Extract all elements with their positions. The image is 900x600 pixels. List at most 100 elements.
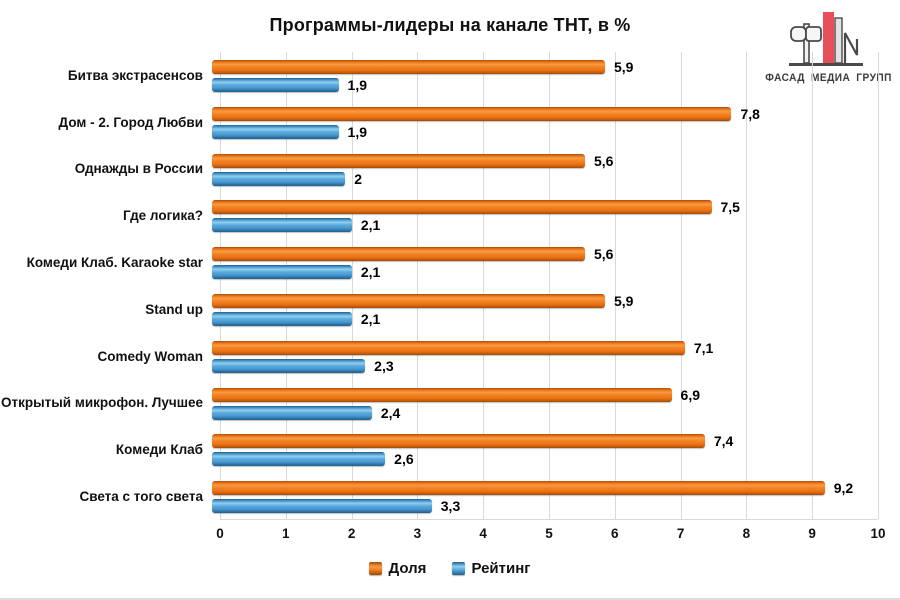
rating-bar: 2 xyxy=(212,171,362,187)
fasad-media-logo-icon xyxy=(789,12,863,66)
bar-value-label: 7,4 xyxy=(713,433,734,450)
x-tick-label: 0 xyxy=(216,526,224,541)
category-label: Комеди Клаб. Karaoke star xyxy=(26,255,203,271)
logo-text: ФАСАД МЕДИА ГРУПП xyxy=(765,72,892,84)
bar-value-label: 5,6 xyxy=(593,152,614,169)
company-logo: ФАСАД МЕДИА ГРУПП xyxy=(760,8,892,84)
bars-area: 7,1 2,3 xyxy=(212,333,878,380)
share-bar: 7,8 xyxy=(212,106,760,122)
category-row: Комеди Клаб 7,4 2,6 xyxy=(0,426,878,473)
bars-area: 5,9 2,1 xyxy=(212,286,878,333)
share-bar: 5,9 xyxy=(212,293,633,309)
bar-value-label: 2,1 xyxy=(360,217,381,234)
bar-value-label: 1,9 xyxy=(347,77,367,93)
bar-value-label: 5,9 xyxy=(613,59,634,75)
gridline xyxy=(680,52,682,519)
rating-bar: 1,9 xyxy=(212,124,367,140)
bar-value-label: 2,3 xyxy=(374,357,394,374)
category-row: Stand up 5,9 2,1 xyxy=(0,286,878,333)
gridline xyxy=(549,52,550,519)
category-row: Света с того света 9,2 3,3 xyxy=(0,473,878,520)
category-row: Однажды в России 5,6 2 xyxy=(0,146,878,193)
legend-item-rating: Рейтинг xyxy=(452,560,531,577)
share-bar: 5,6 xyxy=(212,246,613,262)
rating-bar: 2,1 xyxy=(212,264,380,280)
rating-bar: 2,6 xyxy=(212,451,414,467)
gridline xyxy=(417,52,419,519)
gridline xyxy=(614,52,616,519)
bar-value-label: 2,1 xyxy=(360,310,381,327)
legend-label-share: Доля xyxy=(388,560,427,577)
legend-label-rating: Рейтинг xyxy=(471,560,531,577)
gridline xyxy=(746,52,748,519)
category-label: Света с того света xyxy=(79,489,203,505)
category-label: Комеди Клаб xyxy=(115,442,203,458)
category-row: Где логика? 7,5 2,1 xyxy=(0,192,878,239)
bars-area: 7,8 1,9 xyxy=(212,99,878,146)
share-bar: 7,1 xyxy=(212,340,713,356)
share-bar: 5,9 xyxy=(212,59,633,75)
bar-value-label: 7,1 xyxy=(693,339,714,356)
bars-area: 5,6 2,1 xyxy=(212,239,878,286)
category-row: Comedy Woman 7,1 2,3 xyxy=(0,333,878,380)
legend: Доля Рейтинг xyxy=(0,560,900,577)
bar-value-label: 3,3 xyxy=(440,498,461,515)
bar-value-label: 2,6 xyxy=(394,451,414,468)
bar-chart: Битва экстрасенсов 5,9 1,9 Дом - 2. Город Л… xyxy=(0,52,879,520)
rating-bar: 2,4 xyxy=(212,405,400,421)
share-bar: 7,4 xyxy=(212,433,733,449)
bar-value-label: 5,6 xyxy=(593,246,614,263)
category-label: Дом - 2. Город Любви xyxy=(58,114,203,130)
share-swatch-icon xyxy=(369,562,383,575)
category-label: Где логика? xyxy=(122,208,203,224)
gridline xyxy=(351,52,353,519)
share-bar: 6,9 xyxy=(212,387,700,403)
rating-swatch-icon xyxy=(452,562,466,575)
bar-value-label: 9,2 xyxy=(833,480,854,497)
rating-bar: 1,9 xyxy=(212,77,367,93)
share-bar: 5,6 xyxy=(212,153,613,169)
bar-value-label: 2,1 xyxy=(360,264,381,281)
x-tick-label: 8 xyxy=(742,526,751,541)
bar-value-label: 2 xyxy=(354,170,362,187)
x-tick-label: 10 xyxy=(870,526,886,541)
chart-rows: Битва экстрасенсов 5,9 1,9 Дом - 2. Город Л… xyxy=(0,52,878,520)
category-row: Открытый микрофон. Лучшее 6,9 2,4 xyxy=(0,380,878,427)
x-tick-label: 1 xyxy=(282,526,290,541)
bars-area: 9,2 3,3 xyxy=(212,473,878,520)
rating-bar: 3,3 xyxy=(212,498,460,514)
gridline xyxy=(878,52,879,519)
gridline xyxy=(812,52,814,519)
bars-area: 7,4 2,6 xyxy=(212,426,878,473)
bars-area: 5,6 2 xyxy=(212,146,878,193)
bars-area: 6,9 2,4 xyxy=(212,380,878,427)
legend-item-share: Доля xyxy=(369,560,426,577)
bars-area: 7,5 2,1 xyxy=(212,192,878,239)
category-label: Открытый микрофон. Лучшее xyxy=(1,395,203,411)
x-tick-label: 7 xyxy=(676,526,685,541)
x-tick-label: 5 xyxy=(545,526,553,541)
bar-value-label: 1,9 xyxy=(347,123,367,140)
x-tick-label: 9 xyxy=(808,526,816,541)
category-label: Comedy Woman xyxy=(97,348,203,364)
x-tick-label: 2 xyxy=(347,526,356,541)
gridline xyxy=(220,52,221,519)
x-tick-label: 4 xyxy=(479,526,487,541)
rating-bar: 2,1 xyxy=(212,217,380,233)
share-bar: 9,2 xyxy=(212,480,853,496)
bar-value-label: 7,5 xyxy=(720,199,740,216)
x-tick-label: 6 xyxy=(611,526,619,541)
chart-title: Программы-лидеры на канале ТНТ, в % xyxy=(269,15,631,35)
rating-bar: 2,3 xyxy=(212,358,394,374)
category-row: Дом - 2. Город Любви 7,8 1,9 xyxy=(0,99,878,146)
plot-grid xyxy=(220,52,879,520)
bar-value-label: 5,9 xyxy=(613,292,634,309)
gridline xyxy=(483,52,485,519)
bar-value-label: 6,9 xyxy=(680,386,700,403)
category-row: Комеди Клаб. Karaoke star 5,6 2,1 xyxy=(0,239,878,286)
rating-bar: 2,1 xyxy=(212,311,380,327)
x-tick-label: 3 xyxy=(413,526,422,541)
category-label: Однажды в России xyxy=(74,161,203,177)
category-label: Битва экстрасенсов xyxy=(67,67,203,83)
share-bar: 7,5 xyxy=(212,199,740,215)
